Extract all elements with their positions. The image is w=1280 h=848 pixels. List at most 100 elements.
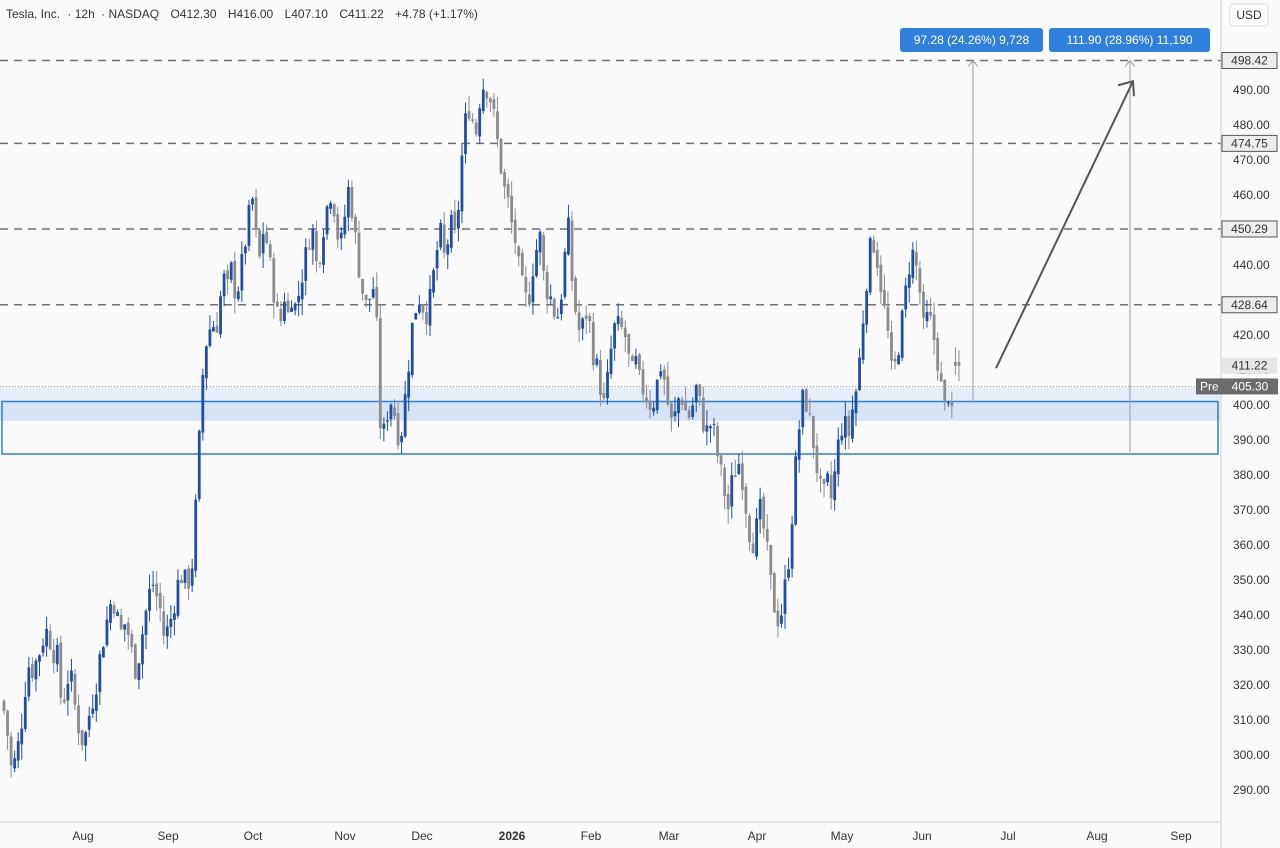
candle-body	[694, 385, 698, 403]
candle	[843, 401, 847, 450]
candle-body	[222, 273, 226, 297]
measure-badge-0[interactable]	[900, 28, 1043, 52]
candle-body	[464, 113, 467, 154]
candle-body	[116, 612, 119, 617]
interval-value: 12h	[75, 7, 95, 21]
candle-body	[62, 699, 66, 703]
candle-body	[691, 405, 695, 417]
candle	[861, 310, 865, 365]
candle	[13, 750, 17, 773]
candle-body	[126, 622, 130, 636]
candle	[73, 668, 77, 711]
close-value: C411.22	[339, 7, 384, 21]
candle-body	[386, 420, 389, 422]
candle	[368, 298, 372, 313]
candle	[471, 113, 474, 124]
candle-body	[481, 89, 485, 112]
candle-body	[698, 384, 702, 397]
candle-body	[155, 583, 159, 597]
candle	[588, 312, 592, 333]
candle-body	[819, 475, 822, 479]
candle-body	[364, 294, 368, 301]
candle-body	[389, 404, 393, 420]
candle	[886, 291, 890, 339]
candle	[570, 211, 574, 292]
candle	[875, 241, 879, 276]
candle	[109, 599, 112, 631]
candle-body	[680, 399, 684, 405]
candle	[893, 351, 897, 370]
candle	[279, 301, 283, 326]
candle-body	[2, 700, 6, 711]
exchange-label: NASDAQ	[108, 7, 159, 21]
candle-body	[531, 276, 535, 303]
candle-body	[229, 262, 233, 280]
y-tick-label: 420.00	[1233, 328, 1270, 342]
candle-body	[595, 358, 599, 365]
candle	[709, 424, 712, 443]
support-zone-upper-fill	[0, 387, 1220, 402]
candle	[630, 354, 634, 362]
candle	[840, 423, 844, 445]
candle-body	[382, 423, 386, 429]
candle-body	[94, 694, 98, 711]
candle	[496, 97, 499, 148]
y-tick-label: 330.00	[1233, 643, 1270, 657]
level-badge-3[interactable]	[1221, 296, 1278, 314]
measure-badge-1[interactable]	[1049, 28, 1210, 52]
candle-body	[829, 475, 833, 499]
candle	[215, 312, 219, 334]
support-zone-inner-fill	[0, 401, 1220, 421]
candle-body	[201, 374, 205, 433]
candle	[38, 654, 41, 677]
candle-body	[641, 369, 645, 395]
candle	[236, 286, 240, 302]
level-badge-2[interactable]	[1221, 220, 1278, 238]
y-tick-label: 440.00	[1233, 258, 1270, 272]
candle	[20, 713, 24, 760]
candle-body	[244, 246, 247, 254]
candle	[780, 603, 783, 628]
x-axis-ticks[interactable]: Aug Sep Oct Nov Dec 2026 Feb Mar Apr May Jun Jul Aug…	[72, 829, 1192, 843]
candle	[251, 196, 254, 211]
candle	[606, 359, 609, 405]
candle-body	[59, 642, 63, 698]
candle-body	[187, 568, 190, 589]
candle	[755, 507, 758, 560]
candle	[645, 385, 648, 409]
candle-body	[868, 238, 872, 293]
candle	[751, 532, 755, 554]
candle	[45, 616, 48, 657]
y-tick-label: 390.00	[1233, 433, 1270, 447]
candle	[868, 236, 872, 295]
candle	[499, 137, 503, 176]
projection-arrow[interactable]	[995, 80, 1134, 369]
currency-button[interactable]	[1229, 3, 1269, 27]
candle-body	[435, 250, 439, 269]
support-zone-box[interactable]	[1, 400, 1219, 455]
change-value: +4.78 (+1.17%)	[395, 7, 478, 21]
currency-label: USD	[1236, 8, 1262, 22]
candle	[581, 316, 585, 341]
candle	[6, 709, 9, 750]
candle-body	[662, 369, 666, 380]
candle	[783, 564, 787, 629]
candle-body	[396, 412, 400, 446]
candle	[293, 302, 297, 316]
candle	[268, 240, 272, 262]
candle	[638, 352, 641, 376]
candle-body	[638, 354, 641, 371]
level-badge-0[interactable]	[1221, 52, 1278, 70]
candle-body	[897, 355, 900, 365]
candle	[453, 199, 457, 234]
candle	[719, 453, 723, 477]
y-tick-label: 400.00	[1233, 398, 1270, 412]
candle-body	[865, 290, 869, 325]
candle-body	[666, 376, 670, 405]
candle-body	[787, 569, 790, 578]
candle	[609, 335, 613, 379]
candle-body	[109, 604, 112, 623]
candle-body	[212, 327, 215, 332]
level-badge-1[interactable]	[1221, 134, 1278, 152]
